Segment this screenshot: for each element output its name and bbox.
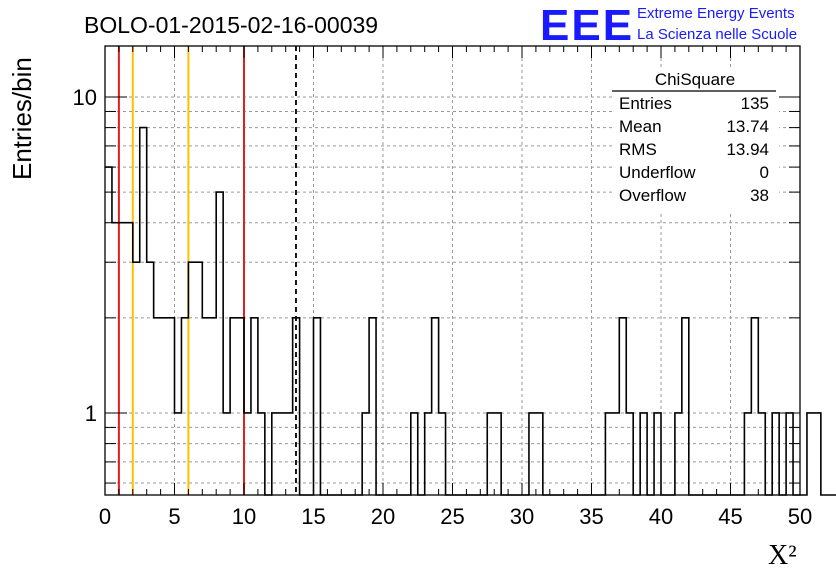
x-tick-label: 50 <box>788 504 812 529</box>
x-tick-label: 45 <box>718 504 742 529</box>
x-tick-label: 15 <box>301 504 325 529</box>
logo-line1: Extreme Energy Events <box>637 5 795 22</box>
y-tick-label: 10 <box>73 85 97 110</box>
eee-logo: EEE Extreme Energy Events La Scienza nel… <box>540 1 797 50</box>
stats-value: 13.74 <box>726 117 769 136</box>
axis-ticks <box>104 46 801 495</box>
chart-title: BOLO-01-2015-02-16-00039 <box>84 12 378 38</box>
stats-box-title: ChiSquare <box>655 70 735 89</box>
y-tick-label: 1 <box>85 401 97 426</box>
x-axis-title: X² <box>768 540 797 571</box>
logo-letters: EEE <box>540 1 634 50</box>
tick-labels: 0 5 10 15 20 25 30 35 40 45 50 1 10 <box>73 85 813 529</box>
x-tick-label: 20 <box>371 504 395 529</box>
stats-label: Overflow <box>619 186 687 205</box>
stats-box: ChiSquare Entries 135 Mean 13.74 RMS 13.94 Und… <box>612 68 779 211</box>
stats-value: 13.94 <box>726 140 769 159</box>
x-tick-label: 5 <box>168 504 180 529</box>
stats-rows: Entries 135 Mean 13.74 RMS 13.94 Underflow 0 Ove… <box>619 94 769 205</box>
stats-label: Mean <box>619 117 662 136</box>
stats-value: 135 <box>741 94 769 113</box>
x-tick-label: 40 <box>649 504 673 529</box>
x-tick-label: 0 <box>99 504 111 529</box>
logo-line2: La Scienza nelle Scuole <box>637 26 797 43</box>
stats-value: 0 <box>760 163 769 182</box>
stats-label: Entries <box>619 94 672 113</box>
y-axis-title: Entries/bin <box>7 57 37 180</box>
stats-box-bg <box>612 68 779 211</box>
x-tick-label: 35 <box>579 504 603 529</box>
x-tick-label: 25 <box>440 504 464 529</box>
x-tick-label: 30 <box>510 504 534 529</box>
x-tick-label: 10 <box>232 504 256 529</box>
stats-label: RMS <box>619 140 657 159</box>
stats-label: Underflow <box>619 163 696 182</box>
stats-value: 38 <box>750 186 769 205</box>
